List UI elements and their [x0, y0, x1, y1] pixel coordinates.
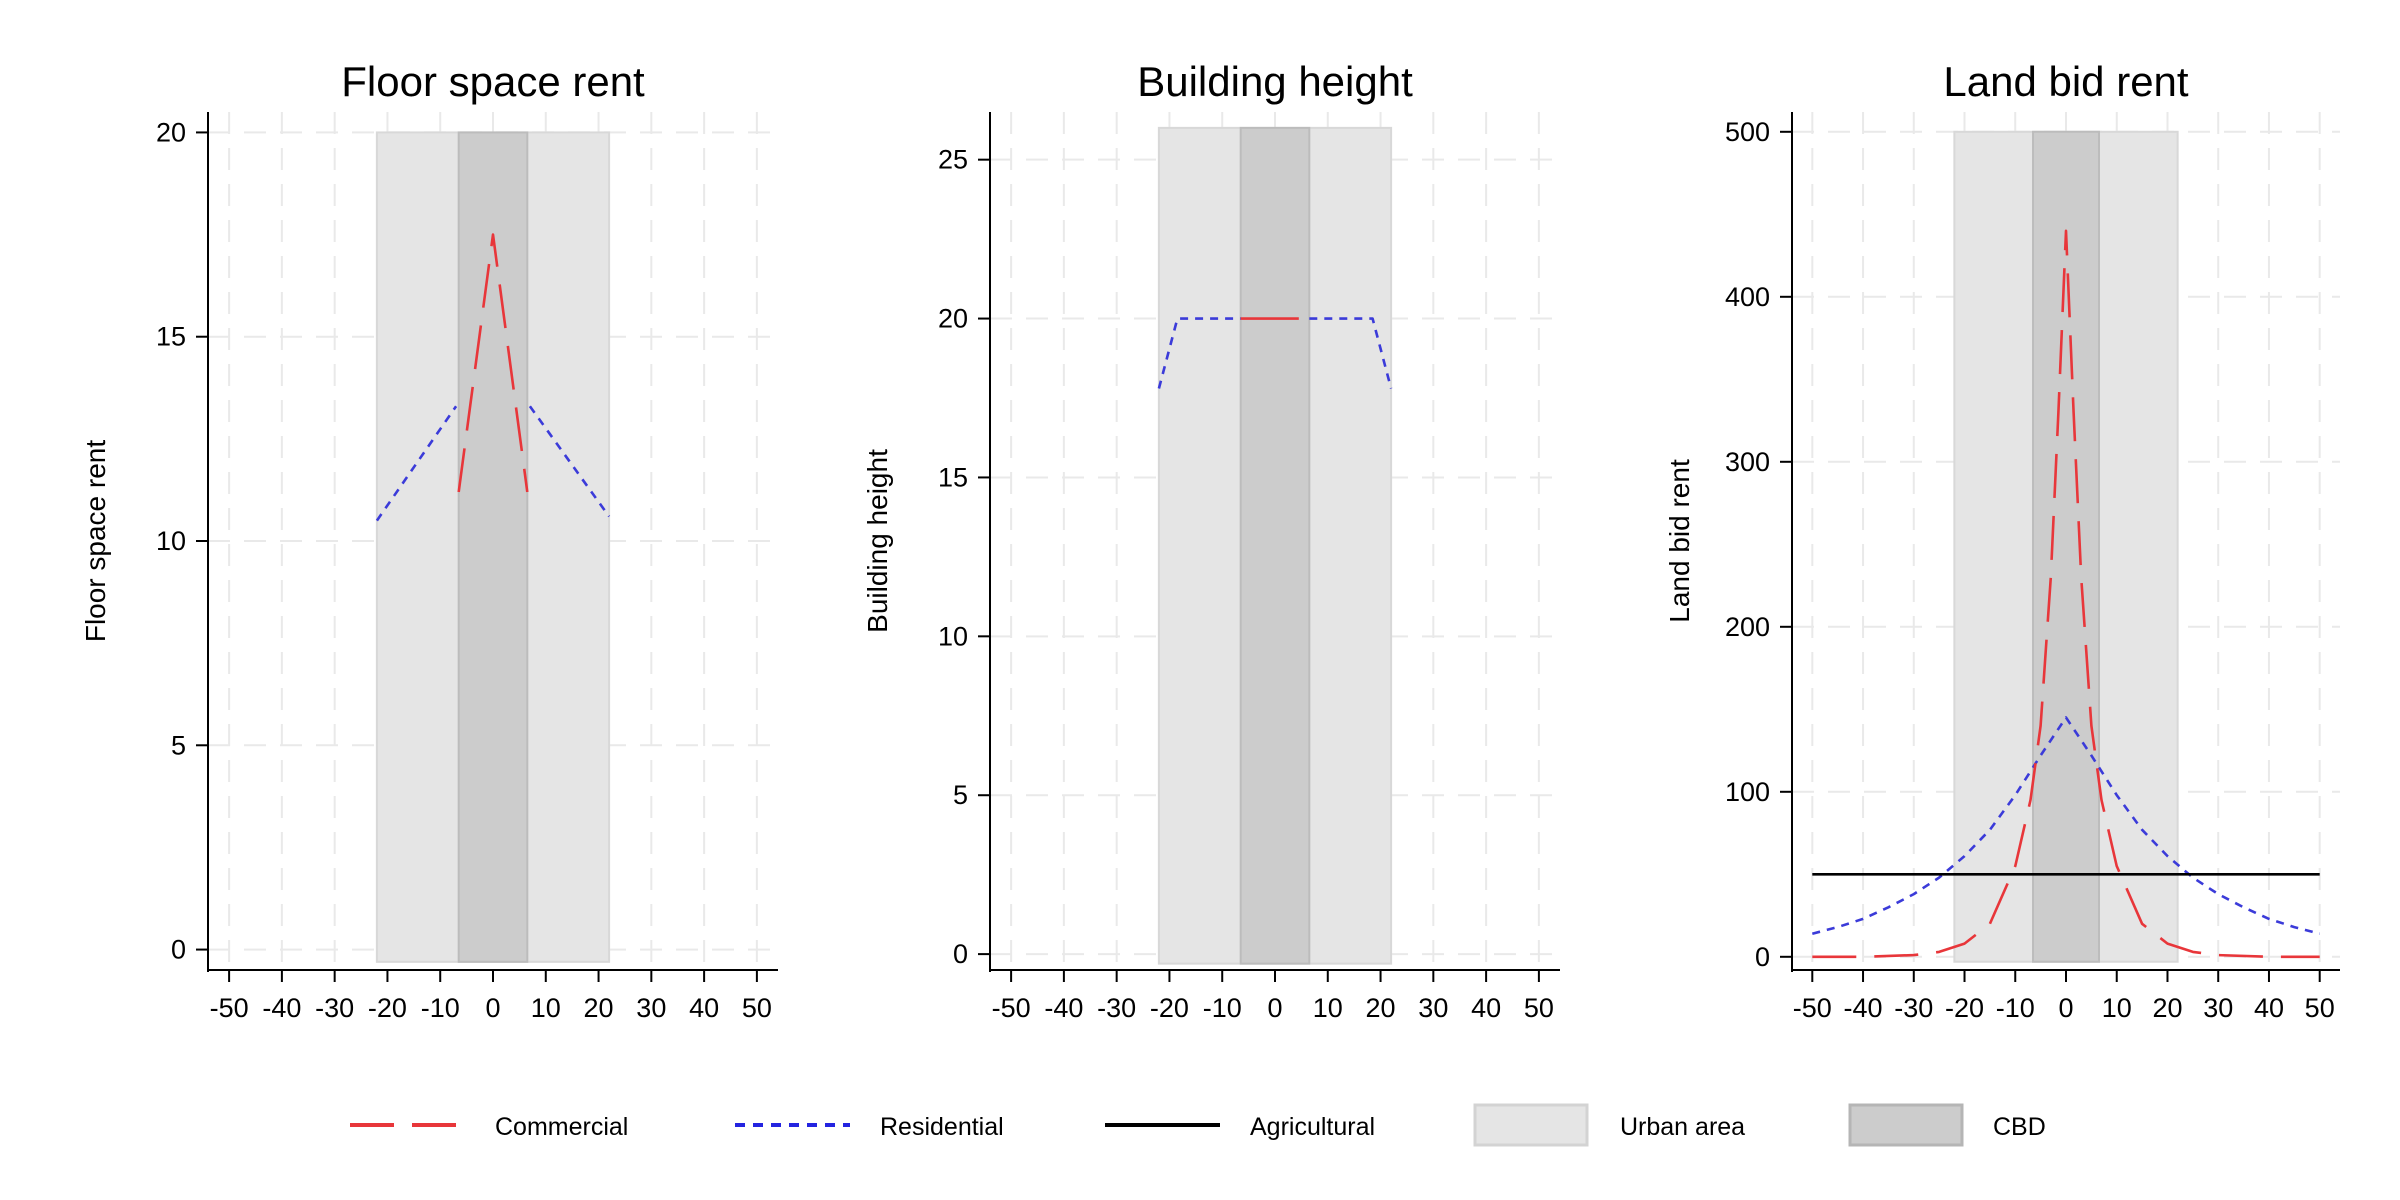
x-tick-label: 40 — [689, 993, 719, 1023]
x-tick-label: 50 — [2305, 993, 2335, 1023]
legend-item-agricultural: Agricultural — [1105, 1113, 1375, 1141]
chart-panel-3: -50 -40 -30 -20 -10 0 10 20 30 40 5001002003004005… — [1664, 58, 2340, 1023]
y-tick-label: 20 — [156, 117, 186, 147]
x-tick-label: -40 — [1844, 993, 1883, 1023]
legend-label: Commercial — [495, 1113, 628, 1141]
y-tick-label: 10 — [156, 526, 186, 556]
y-tick-label: 100 — [1725, 777, 1770, 807]
x-tick-label: 10 — [1313, 993, 1343, 1023]
chart-title: Floor space rent — [341, 58, 645, 105]
legend-label: Urban area — [1620, 1113, 1745, 1141]
y-tick-label: 5 — [171, 730, 186, 760]
y-tick-label: 0 — [953, 939, 968, 969]
x-tick-label: 0 — [485, 993, 500, 1023]
legend: Commercial Residential Agricultural Urban a… — [350, 1103, 2046, 1147]
y-tick-label: 0 — [1755, 942, 1770, 972]
y-tick-label: 5 — [953, 780, 968, 810]
x-tick-label: -30 — [1097, 993, 1136, 1023]
y-tick-label: 500 — [1725, 117, 1770, 147]
cbd-band — [2032, 130, 2100, 963]
x-tick-label: 10 — [2102, 993, 2132, 1023]
y-tick-label: 25 — [938, 145, 968, 175]
x-tick-label: -10 — [421, 993, 460, 1023]
cbd-band — [1239, 126, 1311, 965]
series-commercial-line — [457, 233, 529, 493]
legend-item-urban-area: Urban area — [1473, 1103, 1745, 1147]
series-residential-line — [1811, 716, 2321, 935]
x-tick-label: 30 — [636, 993, 666, 1023]
legend-item-commercial: Commercial — [350, 1113, 628, 1141]
x-tick-label: 10 — [531, 993, 561, 1023]
y-tick-label: 15 — [938, 462, 968, 492]
legend-item-cbd: CBD — [1848, 1103, 2046, 1147]
legend-swatch — [1473, 1103, 1589, 1147]
x-tick-label: -10 — [1203, 993, 1242, 1023]
series-residential-line — [528, 405, 611, 518]
legend-label: Residential — [880, 1113, 1004, 1141]
series-residential-line — [1309, 317, 1393, 389]
x-tick-label: 50 — [742, 993, 772, 1023]
x-tick-label: -10 — [1996, 993, 2035, 1023]
legend-label: CBD — [1993, 1113, 2046, 1141]
chart-panel-1: -50 -40 -30 -20 -10 0 10 20 30 40 50 0 5 10 15 20 Floor … — [80, 58, 778, 1023]
x-tick-label: -50 — [210, 993, 249, 1023]
y-axis-label: Building height — [862, 449, 893, 633]
x-tick-label: 0 — [2058, 993, 2073, 1023]
chart-panel-2: -50 -40 -30 -20 -10 0 10 20 30 40 50 0 5 10 15 20 25 Buil… — [862, 58, 1560, 1023]
x-tick-label: 20 — [1366, 993, 1396, 1023]
y-tick-label: 15 — [156, 322, 186, 352]
x-tick-label: -50 — [992, 993, 1031, 1023]
legend-swatch — [1848, 1103, 1964, 1147]
y-tick-label: 200 — [1725, 612, 1770, 642]
series-commercial-line — [1812, 229, 2320, 959]
y-tick-label: 0 — [171, 935, 186, 965]
y-tick-label: 20 — [938, 304, 968, 334]
x-tick-label: -40 — [1044, 993, 1083, 1023]
y-tick-label: 300 — [1725, 447, 1770, 477]
x-tick-label: -40 — [262, 993, 301, 1023]
x-tick-label: 50 — [1524, 993, 1554, 1023]
legend-label: Agricultural — [1250, 1113, 1375, 1141]
chart-title: Building height — [1137, 58, 1413, 105]
x-tick-label: -30 — [1894, 993, 1933, 1023]
y-axis-label: Land bid rent — [1664, 459, 1695, 623]
x-tick-label: 30 — [2203, 993, 2233, 1023]
cbd-band — [457, 131, 529, 963]
x-tick-label: -30 — [315, 993, 354, 1023]
x-tick-label: -50 — [1793, 993, 1832, 1023]
chart-title: Land bid rent — [1943, 58, 2189, 105]
x-tick-label: 40 — [2254, 993, 2284, 1023]
x-tick-label: 20 — [584, 993, 614, 1023]
x-tick-label: 40 — [1471, 993, 1501, 1023]
y-axis-label: Floor space rent — [80, 440, 111, 643]
y-tick-label: 10 — [938, 621, 968, 651]
x-tick-label: -20 — [1150, 993, 1189, 1023]
x-tick-label: 30 — [1418, 993, 1448, 1023]
x-tick-label: 0 — [1267, 993, 1282, 1023]
x-tick-label: -20 — [368, 993, 407, 1023]
y-tick-label: 400 — [1725, 282, 1770, 312]
legend-item-residential: Residential — [735, 1113, 1004, 1141]
x-tick-label: 20 — [2152, 993, 2182, 1023]
x-tick-label: -20 — [1945, 993, 1984, 1023]
